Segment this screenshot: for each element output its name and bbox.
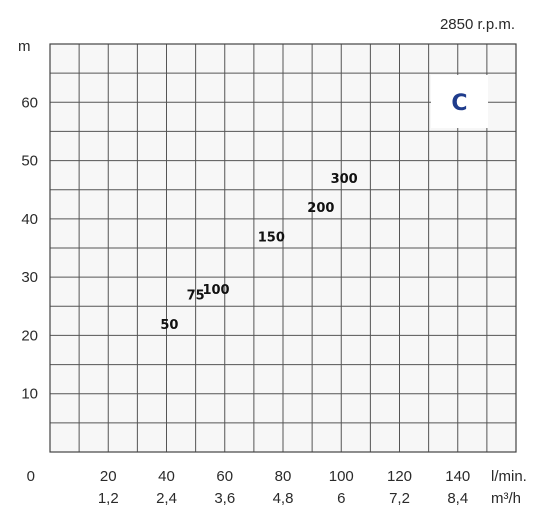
y-tick-label: 40 bbox=[21, 211, 38, 228]
y-tick-label: 20 bbox=[21, 327, 38, 344]
x-tick-label-primary: 40 bbox=[158, 468, 175, 485]
x-tick-label-primary: 120 bbox=[387, 468, 412, 485]
grid bbox=[50, 44, 516, 452]
x-tick-label-primary: 20 bbox=[100, 468, 117, 485]
x-tick-label-secondary: 1,2 bbox=[98, 490, 119, 507]
x-tick-label-secondary: 3,6 bbox=[214, 490, 235, 507]
curve-label-150: 150 bbox=[258, 230, 285, 245]
curve-label-100: 100 bbox=[202, 283, 229, 298]
x-tick-label-primary: 80 bbox=[275, 468, 292, 485]
x-axis-ticks: 20 40 60 80 100 120 140 1,2 2,4 3,6 4,8 6 7,2 8,4 bbox=[98, 468, 470, 507]
x-tick-label-secondary: 7,2 bbox=[389, 490, 410, 507]
badge-box bbox=[431, 75, 488, 128]
curve-label-75: 75 bbox=[187, 289, 205, 304]
curve-label-50: 50 bbox=[160, 318, 178, 333]
badge: C bbox=[431, 75, 488, 128]
x-tick-label-secondary: 4,8 bbox=[273, 490, 294, 507]
badge-letter: C bbox=[451, 91, 467, 116]
x-tick-label-secondary: 8,4 bbox=[447, 490, 468, 507]
x-tick-label-primary: 100 bbox=[329, 468, 354, 485]
y-axis-label: m bbox=[18, 38, 31, 55]
y-axis-ticks: 0 10 20 30 40 50 60 bbox=[21, 94, 38, 485]
x-tick-label-primary: 60 bbox=[216, 468, 233, 485]
x-tick-label-secondary: 6 bbox=[337, 490, 345, 507]
plot-frame bbox=[49, 43, 517, 453]
x-axis-label-primary: l/min. bbox=[491, 468, 527, 485]
y-tick-label: 30 bbox=[21, 269, 38, 286]
curve-label-300: 300 bbox=[331, 172, 358, 187]
x-tick-label-secondary: 2,4 bbox=[156, 490, 177, 507]
x-axis-label-secondary: m³/h bbox=[491, 490, 521, 507]
y-tick-label: 10 bbox=[21, 386, 38, 403]
x-tick-label-primary: 140 bbox=[445, 468, 470, 485]
chart-title: 2850 r.p.m. bbox=[440, 16, 515, 33]
curve-label-200: 200 bbox=[307, 201, 334, 216]
y-tick-label: 0 bbox=[27, 468, 35, 485]
y-tick-label: 50 bbox=[21, 153, 38, 170]
y-tick-label: 60 bbox=[21, 94, 38, 111]
